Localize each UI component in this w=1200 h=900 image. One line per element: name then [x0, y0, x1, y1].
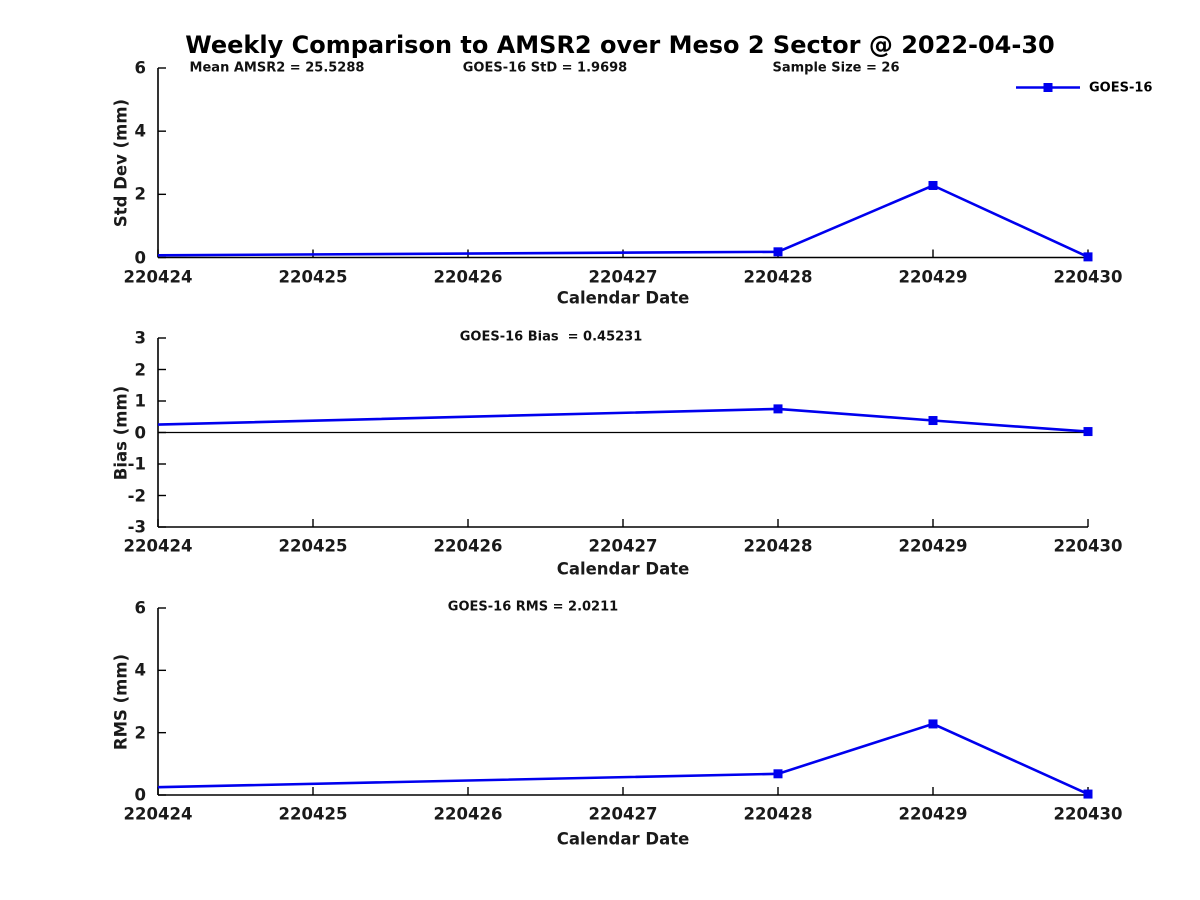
data-point-marker-icon: [773, 404, 783, 414]
y-tick-label: 0: [134, 248, 146, 267]
x-tick-label: 220425: [278, 804, 348, 824]
y-tick-label: 6: [134, 598, 146, 618]
x-tick-label: 220430: [1053, 536, 1123, 556]
y-tick-label: 2: [134, 360, 146, 379]
y-tick-label: 2: [134, 723, 146, 743]
x-tick-label: 220429: [898, 267, 968, 287]
y-axis-label: Std Dev (mm): [111, 98, 131, 227]
x-tick-label: 220426: [433, 267, 503, 287]
y-tick-label: 4: [134, 660, 146, 680]
subplot-rms: [157, 607, 1093, 799]
x-tick-label: 220428: [743, 804, 813, 824]
subplot-std-dev: [157, 67, 1093, 262]
y-tick-label: 6: [134, 58, 146, 78]
y-tick-label: 3: [134, 328, 146, 348]
x-axis-label: Calendar Date: [556, 829, 690, 849]
y-tick-label: -1: [127, 454, 146, 474]
data-point-marker-icon: [1083, 252, 1093, 262]
x-tick-label: 220428: [743, 267, 813, 287]
series-line-GOES-16: [157, 184, 1089, 259]
y-tick-label: -3: [127, 517, 146, 537]
legend-marker-icon: [1043, 83, 1053, 92]
x-tick-label: 220424: [123, 804, 193, 824]
legend: [1016, 83, 1080, 92]
series-line-GOES-16: [157, 407, 1089, 433]
stat-annotation: GOES-16 Bias = 0.45231: [459, 329, 643, 345]
figure-title: Weekly Comparison to AMSR2 over Meso 2 S…: [185, 31, 1055, 59]
series-line-GOES-16: [157, 722, 1089, 796]
x-tick-label: 220426: [433, 804, 503, 824]
y-axis-label: RMS (mm): [111, 653, 131, 750]
stat-annotation: GOES-16 RMS = 2.0211: [447, 599, 619, 615]
y-axis-label: Bias (mm): [111, 385, 131, 480]
x-tick-label: 220430: [1053, 804, 1123, 824]
x-tick-label: 220424: [123, 267, 193, 287]
x-tick-label: 220429: [898, 804, 968, 824]
x-tick-label: 220430: [1053, 267, 1123, 287]
data-point-marker-icon: [1083, 789, 1093, 799]
subplot-bias: [157, 337, 1093, 528]
x-tick-label: 220427: [588, 267, 658, 287]
x-tick-label: 220429: [898, 536, 968, 556]
y-tick-label: 2: [134, 184, 146, 204]
y-tick-label: 1: [134, 391, 146, 411]
stat-annotation: Sample Size = 26: [772, 60, 900, 76]
stat-annotation: GOES-16 StD = 1.9698: [462, 60, 628, 76]
x-tick-label: 220426: [433, 536, 503, 556]
x-tick-label: 220425: [278, 267, 348, 287]
stat-annotation: Mean AMSR2 = 25.5288: [189, 60, 365, 76]
data-point-marker-icon: [1083, 427, 1093, 437]
x-axis-label: Calendar Date: [556, 288, 690, 308]
x-tick-label: 220424: [123, 536, 193, 556]
x-tick-label: 220427: [588, 536, 658, 556]
x-tick-label: 220427: [588, 804, 658, 824]
legend-label: GOES-16: [1089, 80, 1153, 96]
y-tick-label: 0: [134, 785, 146, 805]
data-point-marker-icon: [773, 769, 783, 779]
x-tick-label: 220428: [743, 536, 813, 556]
x-tick-label: 220425: [278, 536, 348, 556]
x-axis-label: Calendar Date: [556, 559, 690, 579]
data-point-marker-icon: [773, 247, 783, 257]
data-point-marker-icon: [928, 719, 938, 729]
y-tick-label: 4: [134, 121, 146, 141]
y-tick-label: -2: [127, 486, 146, 505]
y-tick-label: 0: [134, 423, 146, 442]
data-point-marker-icon: [928, 416, 938, 426]
data-point-marker-icon: [928, 180, 938, 190]
